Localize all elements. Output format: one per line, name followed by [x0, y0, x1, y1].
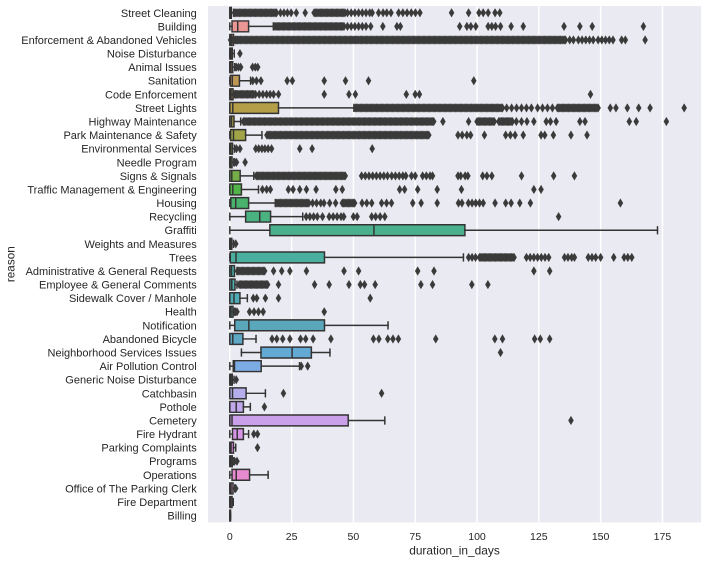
svg-text:Trees: Trees: [169, 252, 197, 264]
svg-text:Catchbasin: Catchbasin: [142, 388, 197, 400]
svg-text:Highway Maintenance: Highway Maintenance: [89, 116, 197, 128]
svg-text:Neighborhood Services Issues: Neighborhood Services Issues: [48, 348, 198, 360]
svg-text:Fire Department: Fire Department: [117, 497, 196, 509]
svg-text:Pothole: Pothole: [159, 402, 196, 414]
svg-text:Administrative & General Reque: Administrative & General Requests: [26, 266, 198, 278]
svg-text:Code Enforcement: Code Enforcement: [105, 89, 197, 101]
svg-text:Abandoned Bicycle: Abandoned Bicycle: [103, 334, 197, 346]
svg-text:Noise Disturbance: Noise Disturbance: [107, 49, 197, 61]
svg-text:Traffic Management & Engineeri: Traffic Management & Engineering: [27, 184, 196, 196]
svg-text:Sanitation: Sanitation: [148, 76, 197, 88]
svg-text:Health: Health: [165, 307, 197, 319]
svg-text:Street Cleaning: Street Cleaning: [121, 8, 197, 20]
svg-text:Fire Hydrant: Fire Hydrant: [136, 429, 197, 441]
svg-text:Graffiti: Graffiti: [165, 225, 197, 237]
svg-text:Needle Program: Needle Program: [117, 157, 197, 169]
svg-text:25: 25: [286, 531, 298, 543]
svg-text:50: 50: [348, 531, 360, 543]
svg-text:125: 125: [530, 531, 548, 543]
svg-text:Housing: Housing: [156, 198, 196, 210]
svg-text:0: 0: [227, 531, 233, 543]
svg-text:Building: Building: [158, 21, 197, 33]
svg-text:Billing: Billing: [167, 511, 196, 523]
svg-text:Recycling: Recycling: [149, 212, 197, 224]
svg-text:100: 100: [468, 531, 486, 543]
svg-text:reason: reason: [4, 246, 17, 282]
svg-text:75: 75: [409, 531, 421, 543]
svg-text:Programs: Programs: [149, 456, 197, 468]
svg-text:Parking Complaints: Parking Complaints: [101, 443, 197, 455]
svg-text:Environmental Services: Environmental Services: [81, 144, 197, 156]
svg-text:Employee & General Comments: Employee & General Comments: [39, 280, 197, 292]
svg-text:175: 175: [654, 531, 672, 543]
svg-text:Air Pollution Control: Air Pollution Control: [100, 361, 197, 373]
svg-text:Animal Issues: Animal Issues: [128, 62, 197, 74]
svg-text:Generic Noise Disturbance: Generic Noise Disturbance: [65, 375, 196, 387]
svg-text:150: 150: [592, 531, 610, 543]
svg-text:Street Lights: Street Lights: [135, 103, 197, 115]
svg-text:Notification: Notification: [142, 320, 196, 332]
svg-text:Cemetery: Cemetery: [149, 415, 197, 427]
svg-text:Operations: Operations: [143, 470, 197, 482]
svg-text:Enforcement & Abandoned Vehicl: Enforcement & Abandoned Vehicles: [21, 35, 197, 47]
svg-text:Park Maintenance & Safety: Park Maintenance & Safety: [63, 130, 197, 142]
svg-text:Signs & Signals: Signs & Signals: [120, 171, 198, 183]
svg-text:Office of The Parking Clerk: Office of The Parking Clerk: [65, 483, 197, 495]
svg-text:duration_in_days: duration_in_days: [409, 543, 500, 557]
svg-text:Sidewalk Cover / Manhole: Sidewalk Cover / Manhole: [69, 293, 197, 305]
svg-text:Weights and Measures: Weights and Measures: [84, 239, 197, 251]
